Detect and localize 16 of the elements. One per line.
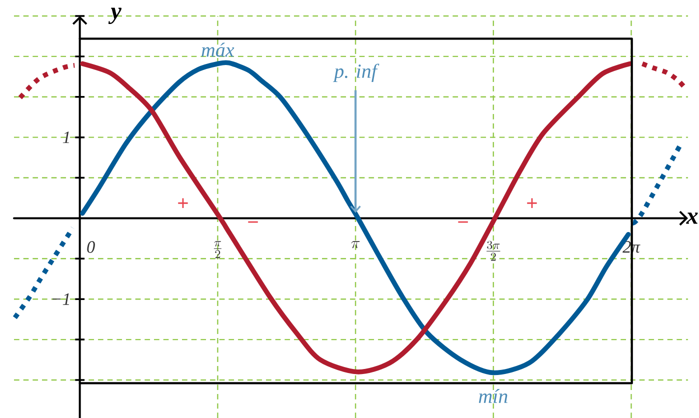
y-tick-label: 1 bbox=[62, 132, 70, 144]
x-tick-label: $\frac{3\pi}{2}$ bbox=[486, 240, 500, 261]
annotation: − bbox=[458, 221, 468, 223]
annotation: + bbox=[527, 198, 537, 208]
x-tick-label: $\frac{\pi}{2}$ bbox=[214, 241, 222, 258]
y-tick-label: −1 bbox=[52, 293, 70, 305]
line-series bbox=[12, 226, 76, 320]
annotation: − bbox=[248, 221, 258, 223]
annotation: + bbox=[178, 198, 188, 208]
annotation: máx bbox=[202, 42, 234, 57]
annotation: p. inf bbox=[332, 64, 380, 82]
x-axis-title: x bbox=[686, 212, 698, 224]
annotation: mín bbox=[478, 388, 508, 403]
x-tick-label: $\pi$ bbox=[351, 241, 360, 248]
line-series bbox=[18, 62, 77, 100]
x-tick-label: 0 bbox=[87, 241, 95, 253]
